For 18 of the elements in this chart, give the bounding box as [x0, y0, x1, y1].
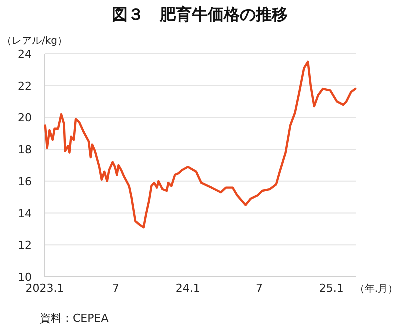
y-tick-label: 12	[18, 239, 32, 252]
x-tick-label: 7	[256, 282, 264, 295]
y-tick-label: 22	[18, 80, 32, 93]
x-tick-label: 24.1	[176, 282, 200, 295]
y-tick-label: 10	[18, 271, 32, 284]
line-series	[44, 60, 357, 229]
y-tick-label: 20	[18, 112, 32, 125]
x-tick-label: 25.1	[319, 282, 344, 295]
text: 資料：CEPEA	[40, 312, 110, 325]
y-tick-label: 18	[18, 144, 32, 157]
y-tick-label: 16	[18, 175, 32, 188]
x-axis-title: （年.月）	[354, 283, 398, 295]
chart-title: 図３ 肥育牛価格の推移	[112, 5, 288, 24]
y-tick-label: 24	[18, 48, 32, 61]
y-axis-title: （レアル/kg）	[2, 36, 68, 47]
x-tick-label: 2023.1	[26, 282, 64, 295]
y-tick-label: 14	[18, 207, 32, 220]
x-tick-label: 7	[112, 282, 120, 295]
